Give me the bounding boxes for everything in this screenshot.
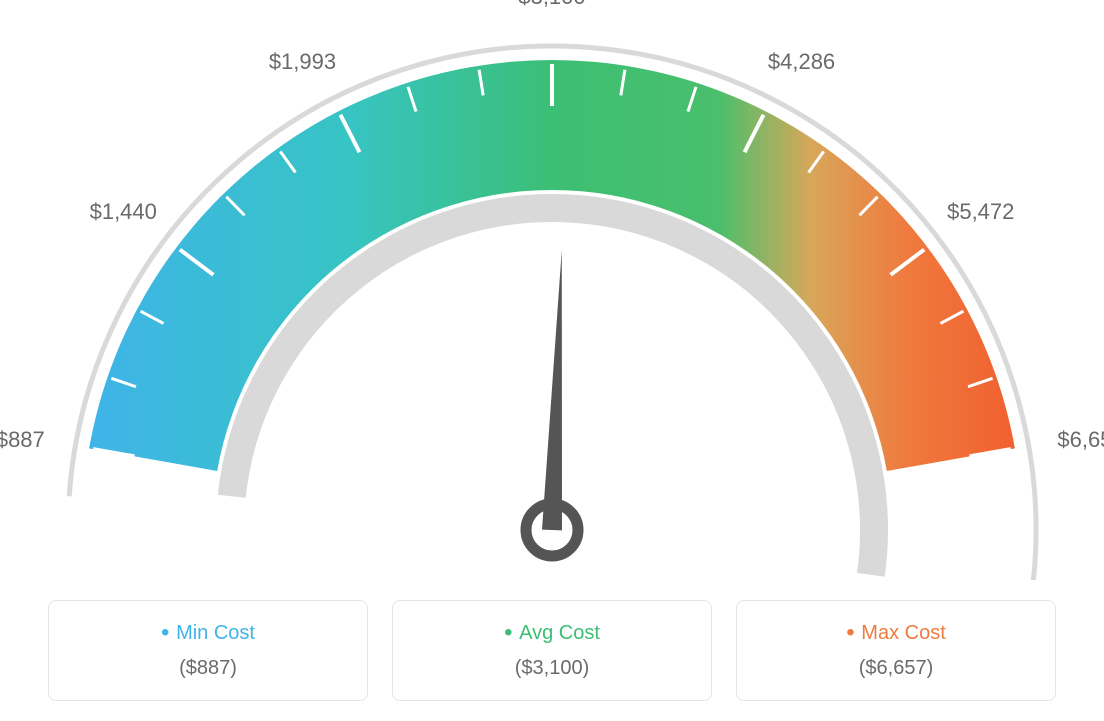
legend-card-max: Max Cost ($6,657) <box>736 600 1056 701</box>
legend-title: Min Cost <box>69 619 347 647</box>
gauge-tick-label: $1,993 <box>269 48 336 74</box>
gauge-tick-label: $3,100 <box>518 0 585 10</box>
legend-value: ($887) <box>69 657 347 680</box>
gauge-tick-label: $4,286 <box>768 48 835 74</box>
gauge-chart: $887$1,440$1,993$3,100$4,286$5,472$6,657 <box>20 20 1084 580</box>
legend-title: Avg Cost <box>413 619 691 647</box>
gauge-tick-label: $1,440 <box>90 199 157 225</box>
legend-card-min: Min Cost ($887) <box>48 600 368 701</box>
legend-card-avg: Avg Cost ($3,100) <box>392 600 712 701</box>
gauge-svg <box>20 20 1084 580</box>
legend-value: ($3,100) <box>413 657 691 680</box>
legend-value: ($6,657) <box>757 657 1035 680</box>
legend-row: Min Cost ($887) Avg Cost ($3,100) Max Cost ($… <box>20 600 1084 701</box>
gauge-tick-label: $6,657 <box>1057 427 1104 453</box>
legend-title: Max Cost <box>757 619 1035 647</box>
gauge-tick-label: $5,472 <box>947 199 1014 225</box>
gauge-needle <box>542 250 562 530</box>
gauge-tick-label: $887 <box>0 427 45 453</box>
